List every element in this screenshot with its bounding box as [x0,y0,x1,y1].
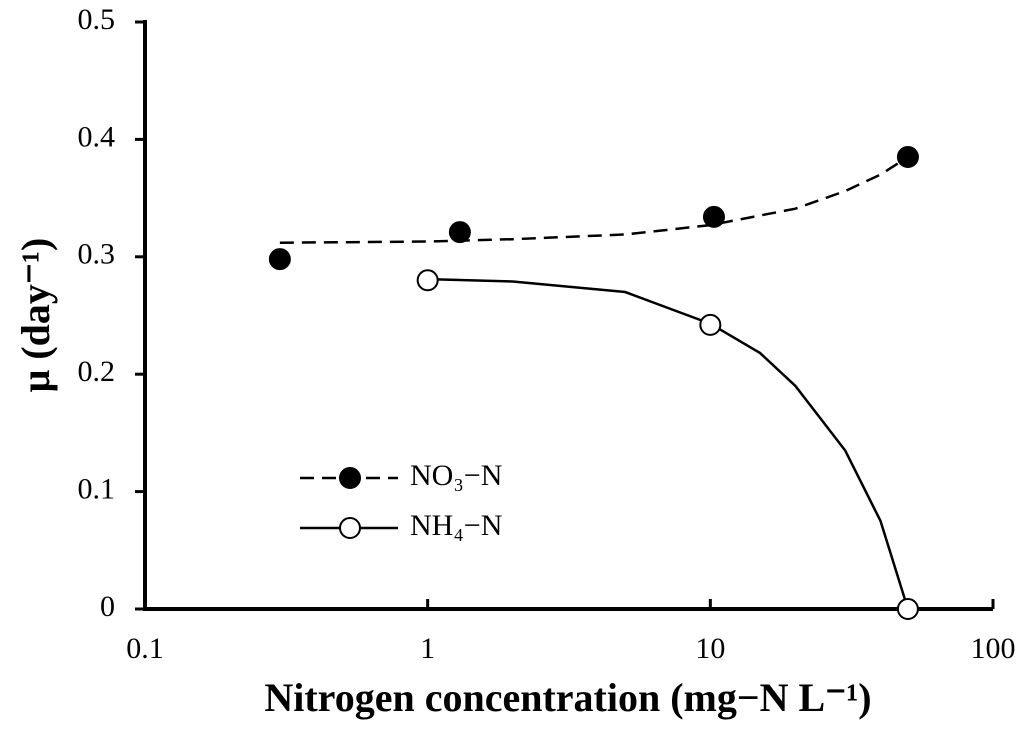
x-tick-label: 10 [695,632,725,665]
fit-line [427,277,910,610]
point [268,248,291,271]
y-tick-label: 0 [100,590,115,623]
point [896,598,919,620]
legend-label: NO₃−N [410,459,502,492]
y-axis-title: μ (day⁻¹) [13,238,58,393]
x-tick-label: 0.1 [126,632,164,665]
x-tick-label: 1 [420,632,435,665]
y-tick-label: 0.5 [78,3,116,36]
legend-label: NH₄−N [410,509,502,542]
fit-line [279,155,909,244]
point [448,221,471,244]
x-axis-title: Nitrogen concentration (mg−N L⁻¹) [264,675,871,720]
y-tick-label: 0.4 [78,120,116,153]
point [702,205,725,228]
legend-marker [339,517,361,539]
y-tick-label: 0.1 [78,472,116,505]
x-tick-label: 100 [971,632,1016,665]
y-tick-label: 0.3 [78,238,116,271]
point [896,146,919,169]
point [416,269,439,292]
point [699,313,722,336]
legend-marker [339,467,361,489]
y-tick-label: 0.2 [78,355,116,388]
